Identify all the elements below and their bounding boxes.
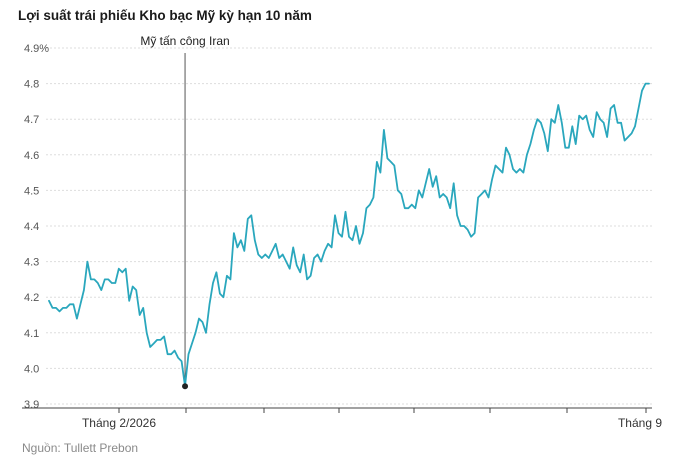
y-tick-label: 4.6: [24, 150, 39, 162]
y-tick-label: 4.5: [24, 185, 39, 197]
y-tick-label: 3.9: [24, 399, 39, 411]
y-tick-label: 4.8: [24, 79, 39, 91]
y-tick-label: 4.1: [24, 328, 39, 340]
y-tick-label: 4.3: [24, 257, 39, 269]
y-tick-label: 4.0: [24, 363, 39, 375]
y-tick-label: 4.4: [24, 221, 39, 233]
x-tick-label: Tháng 2/2026: [82, 416, 156, 430]
annotation-point: [182, 383, 189, 390]
y-tick-label: 4.9%: [24, 43, 49, 55]
series-line: [48, 82, 650, 388]
annotation-label: Mỹ tấn công Iran: [140, 34, 229, 48]
y-tick-label: 4.2: [24, 292, 39, 304]
y-tick-label: 4.7: [24, 114, 39, 126]
source-note: Nguồn: Tullett Prebon: [22, 441, 139, 455]
chart-title: Lợi suất trái phiếu Kho bạc Mỹ kỳ hạn 10…: [18, 8, 312, 23]
x-tick-label: Tháng 9: [618, 416, 662, 430]
